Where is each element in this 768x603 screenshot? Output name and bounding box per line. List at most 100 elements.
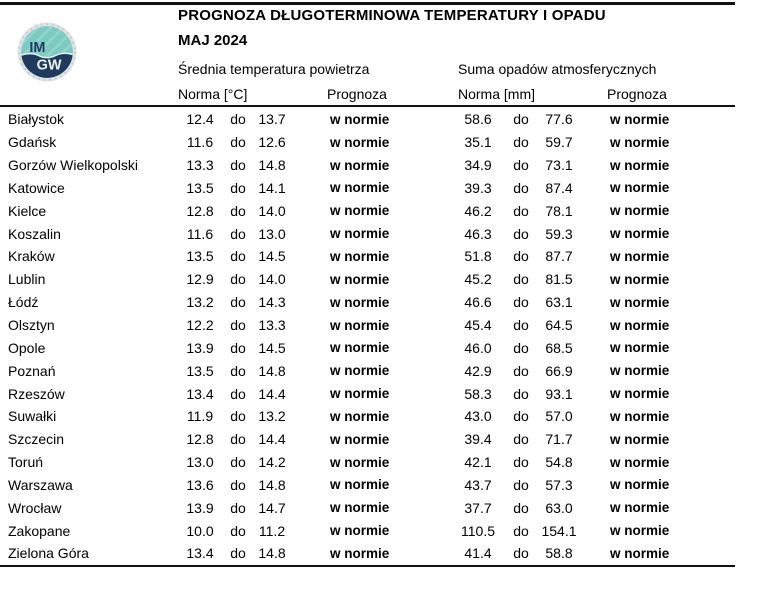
temp-norm-max: 14.8 [258,545,286,562]
temp-norm-max: 14.8 [258,157,286,174]
precip-norm-column-header: Norma [mm] [458,86,535,102]
table-row: Opole 13.9 do 14.5 w normie 46.0 do 68.5… [8,336,714,359]
city-name: Poznań [8,362,56,379]
precip-forecast-value: w normie [610,134,670,150]
temp-norm-max: 14.4 [258,431,286,448]
precip-norm-max: 64.5 [545,317,573,334]
precip-norm-min: 46.2 [464,202,492,219]
precip-norm-max: 87.7 [545,248,573,265]
temp-forecast-value: w normie [330,408,390,424]
precip-norm-min: 58.3 [464,385,492,402]
table-row: Koszalin 11.6 do 13.0 w normie 46.3 do 5… [8,222,714,245]
temp-norm-max: 14.5 [258,339,286,356]
precip-norm-max: 59.7 [545,134,573,151]
temp-range-separator: do [230,248,246,265]
temp-forecast-value: w normie [330,157,390,173]
table-row: Warszawa 13.6 do 14.8 w normie 43.7 do 5… [8,474,714,497]
precip-range-separator: do [513,317,529,334]
precip-forecast-value: w normie [610,408,670,424]
temp-forecast-value: w normie [330,340,390,356]
table-row: Wrocław 13.9 do 14.7 w normie 37.7 do 63… [8,496,714,519]
temp-forecast-value: w normie [330,180,390,196]
temp-norm-min: 13.2 [186,294,214,311]
temp-norm-min: 12.4 [186,111,214,128]
temp-norm-max: 13.2 [258,408,286,425]
precip-norm-max: 54.8 [545,454,573,471]
precip-norm-min: 37.7 [464,499,492,516]
precip-norm-max: 81.5 [545,271,573,288]
precip-norm-max: 154.1 [541,522,577,539]
precip-range-separator: do [513,225,529,242]
temp-range-separator: do [230,157,246,174]
precip-range-separator: do [513,271,529,288]
temp-range-separator: do [230,476,246,493]
temp-forecast-value: w normie [330,454,390,470]
city-name: Rzeszów [8,385,65,402]
temp-range-separator: do [230,134,246,151]
temp-range-separator: do [230,179,246,196]
temp-range-separator: do [230,454,246,471]
table-row: Olsztyn 12.2 do 13.3 w normie 45.4 do 64… [8,314,714,337]
temp-norm-min: 13.5 [186,179,214,196]
temp-range-separator: do [230,202,246,219]
temp-norm-max: 14.4 [258,385,286,402]
temp-norm-min: 12.8 [186,202,214,219]
temp-norm-max: 14.8 [258,476,286,493]
precip-norm-max: 63.1 [545,294,573,311]
precip-norm-max: 57.0 [545,408,573,425]
imgw-logo: IM GW [16,21,78,83]
table-row: Białystok 12.4 do 13.7 w normie 58.6 do … [8,108,714,131]
precip-forecast-value: w normie [610,340,670,356]
temp-norm-min: 13.3 [186,157,214,174]
table-row: Kielce 12.8 do 14.0 w normie 46.2 do 78.… [8,199,714,222]
temp-forecast-value: w normie [330,523,390,539]
precip-forecast-value: w normie [610,180,670,196]
temp-norm-min: 13.5 [186,248,214,265]
city-name: Katowice [8,179,65,196]
temp-norm-max: 14.5 [258,248,286,265]
temp-norm-max: 14.7 [258,499,286,516]
top-rule [0,2,735,5]
temp-forecast-value: w normie [330,317,390,333]
temp-range-separator: do [230,362,246,379]
precip-range-separator: do [513,248,529,265]
temp-norm-max: 13.7 [258,111,286,128]
temp-range-separator: do [230,545,246,562]
temp-forecast-value: w normie [330,294,390,310]
precip-forecast-value: w normie [610,294,670,310]
precip-norm-max: 78.1 [545,202,573,219]
table-row: Rzeszów 13.4 do 14.4 w normie 58.3 do 93… [8,382,714,405]
temp-forecast-value: w normie [330,271,390,287]
forecast-month: MAJ 2024 [178,32,248,49]
precip-range-separator: do [513,454,529,471]
precip-forecast-value: w normie [610,203,670,219]
precip-norm-min: 39.4 [464,431,492,448]
precip-range-separator: do [513,431,529,448]
table-row: Gorzów Wielkopolski 13.3 do 14.8 w normi… [8,154,714,177]
imgw-logo-icon: IM GW [17,22,77,82]
precip-range-separator: do [513,111,529,128]
temp-norm-column-header: Norma [°C] [178,86,248,102]
precip-norm-max: 58.8 [545,545,573,562]
precip-norm-max: 73.1 [545,157,573,174]
temp-norm-min: 11.6 [186,225,214,242]
precip-norm-min: 58.6 [464,111,492,128]
precip-forecast-value: w normie [610,111,670,127]
temp-norm-max: 14.1 [258,179,286,196]
city-name: Olsztyn [8,317,55,334]
table-row: Katowice 13.5 do 14.1 w normie 39.3 do 8… [8,177,714,200]
precip-range-separator: do [513,545,529,562]
temp-norm-max: 14.3 [258,294,286,311]
logo-text-gw: GW [37,58,62,74]
table-row: Suwałki 11.9 do 13.2 w normie 43.0 do 57… [8,405,714,428]
precip-norm-min: 110.5 [461,522,495,539]
precip-range-separator: do [513,476,529,493]
precip-norm-min: 46.3 [464,225,492,242]
temp-norm-min: 12.9 [186,271,214,288]
precip-norm-min: 43.0 [464,408,492,425]
temp-range-separator: do [230,499,246,516]
table-row: Lublin 12.9 do 14.0 w normie 45.2 do 81.… [8,268,714,291]
temp-norm-min: 11.9 [186,408,214,425]
precip-forecast-value: w normie [610,363,670,379]
